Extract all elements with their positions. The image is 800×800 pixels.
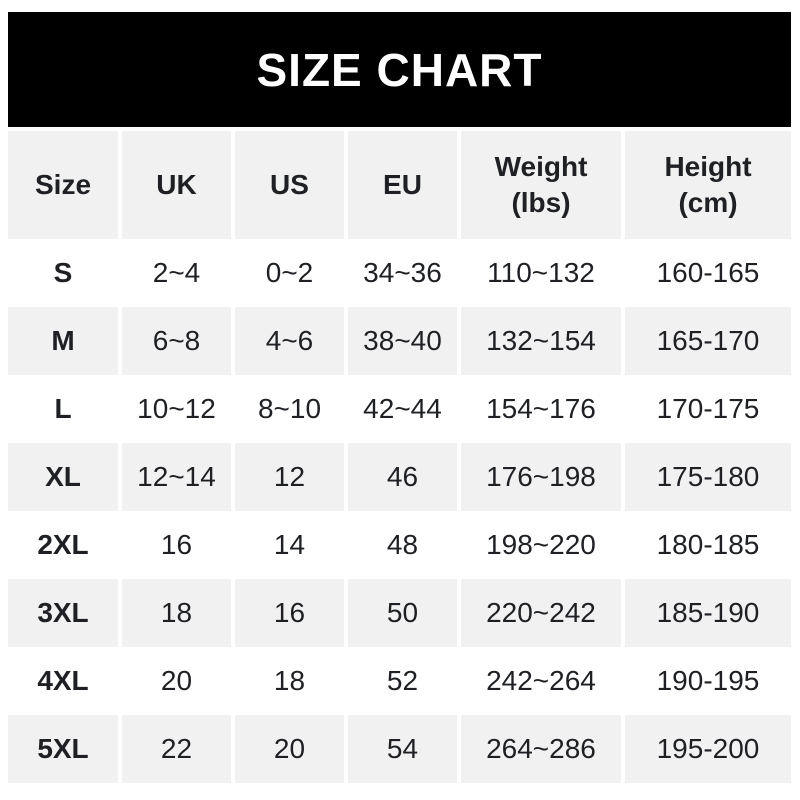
cell-size: M (8, 307, 118, 375)
cell-uk: 12~14 (122, 443, 231, 511)
header-weight-sub: (lbs) (511, 187, 571, 218)
header-height-label: Height (664, 151, 752, 183)
cell-eu: 42~44 (348, 375, 457, 443)
cell-height: 170-175 (625, 375, 791, 443)
header-height: Height (cm) (625, 131, 791, 239)
cell-eu: 48 (348, 511, 457, 579)
cell-us: 16 (235, 579, 344, 647)
cell-eu: 50 (348, 579, 457, 647)
header-weight-label: Weight (494, 151, 588, 183)
table-row-l: L 10~12 8~10 42~44 154~176 170-175 (8, 375, 791, 443)
cell-weight: 176~198 (461, 443, 621, 511)
cell-weight: 110~132 (461, 239, 621, 307)
cell-height: 190-195 (625, 647, 791, 715)
cell-us: 4~6 (235, 307, 344, 375)
header-uk-label: UK (156, 169, 197, 201)
cell-height: 165-170 (625, 307, 791, 375)
header-eu-label: EU (383, 169, 422, 201)
cell-weight: 264~286 (461, 715, 621, 783)
cell-eu: 38~40 (348, 307, 457, 375)
page-title: SIZE CHART (256, 43, 543, 96)
cell-us: 0~2 (235, 239, 344, 307)
cell-uk: 18 (122, 579, 231, 647)
cell-us: 14 (235, 511, 344, 579)
table-row-4xl: 4XL 20 18 52 242~264 190-195 (8, 647, 791, 715)
table-row-xl: XL 12~14 12 46 176~198 175-180 (8, 443, 791, 511)
cell-eu: 52 (348, 647, 457, 715)
cell-weight: 242~264 (461, 647, 621, 715)
cell-weight: 154~176 (461, 375, 621, 443)
cell-eu: 46 (348, 443, 457, 511)
cell-eu: 34~36 (348, 239, 457, 307)
cell-uk: 16 (122, 511, 231, 579)
cell-us: 12 (235, 443, 344, 511)
cell-height: 180-185 (625, 511, 791, 579)
cell-size: 3XL (8, 579, 118, 647)
header-us-label: US (270, 169, 309, 201)
cell-size: L (8, 375, 118, 443)
size-chart-banner: SIZE CHART (8, 12, 791, 127)
table-row-s: S 2~4 0~2 34~36 110~132 160-165 (8, 239, 791, 307)
cell-us: 18 (235, 647, 344, 715)
cell-size: 2XL (8, 511, 118, 579)
cell-uk: 22 (122, 715, 231, 783)
cell-size: 5XL (8, 715, 118, 783)
table-row-3xl: 3XL 18 16 50 220~242 185-190 (8, 579, 791, 647)
header-uk: UK (122, 131, 231, 239)
cell-size: S (8, 239, 118, 307)
cell-us: 20 (235, 715, 344, 783)
header-size: Size (8, 131, 118, 239)
cell-size: XL (8, 443, 118, 511)
table-row-5xl: 5XL 22 20 54 264~286 195-200 (8, 715, 791, 783)
header-size-label: Size (34, 169, 92, 201)
cell-weight: 198~220 (461, 511, 621, 579)
cell-uk: 20 (122, 647, 231, 715)
cell-uk: 2~4 (122, 239, 231, 307)
cell-weight: 132~154 (461, 307, 621, 375)
cell-us: 8~10 (235, 375, 344, 443)
header-us: US (235, 131, 344, 239)
cell-uk: 10~12 (122, 375, 231, 443)
table-header-row: Size UK US EU Weight (lbs) Height (cm) (8, 131, 791, 239)
cell-weight: 220~242 (461, 579, 621, 647)
size-table: Size UK US EU Weight (lbs) Height (cm) (8, 131, 791, 783)
header-height-sub: (cm) (678, 187, 738, 218)
cell-height: 175-180 (625, 443, 791, 511)
header-weight: Weight (lbs) (461, 131, 621, 239)
cell-height: 160-165 (625, 239, 791, 307)
header-eu: EU (348, 131, 457, 239)
cell-size: 4XL (8, 647, 118, 715)
cell-height: 195-200 (625, 715, 791, 783)
table-row-m: M 6~8 4~6 38~40 132~154 165-170 (8, 307, 791, 375)
cell-eu: 54 (348, 715, 457, 783)
table-row-2xl: 2XL 16 14 48 198~220 180-185 (8, 511, 791, 579)
cell-uk: 6~8 (122, 307, 231, 375)
cell-height: 185-190 (625, 579, 791, 647)
